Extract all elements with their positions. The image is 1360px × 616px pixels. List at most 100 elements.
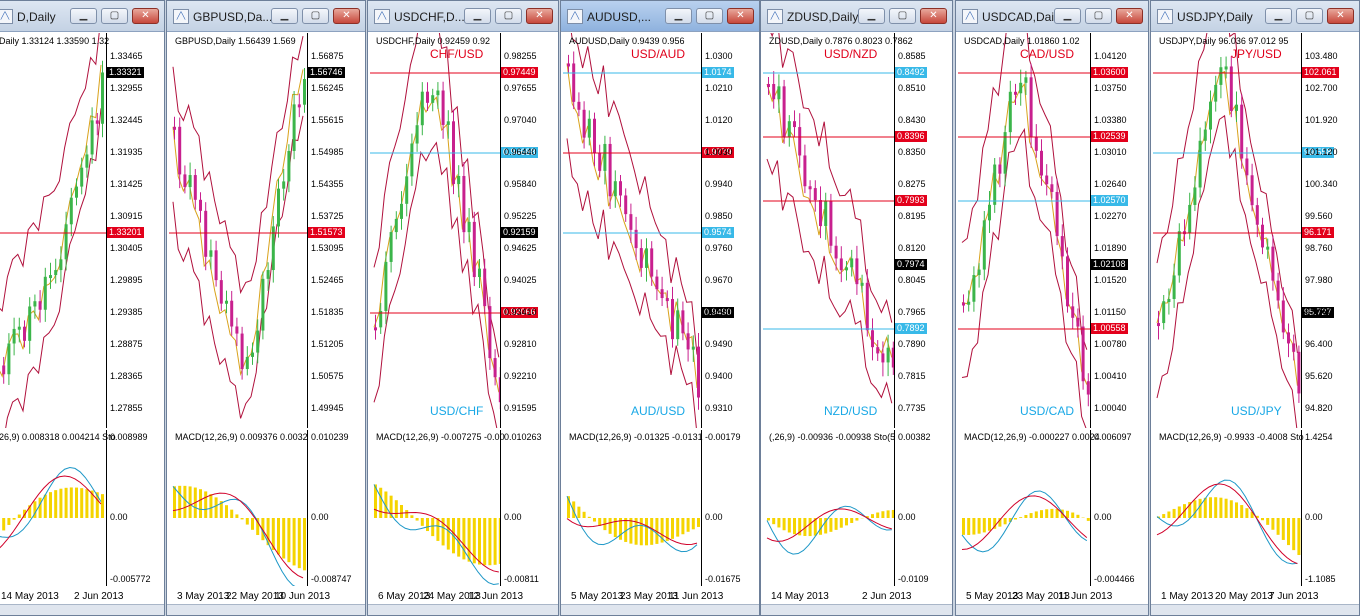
macd-plot-area[interactable] (958, 430, 1091, 586)
price-plot-area[interactable] (169, 33, 308, 428)
chart-info-line: Daily 1.33124 1.33590 1.32 (0, 36, 110, 46)
candle-body (214, 250, 218, 281)
candle-body (1008, 91, 1012, 133)
macd-panel[interactable]: MACD(12,26,9) 0.009376 0.0032 0.010239 0.0… (169, 430, 363, 586)
minimize-button[interactable]: ▁ (665, 8, 692, 24)
macd-histogram-bar (266, 518, 270, 546)
macd-panel[interactable]: MACD(12,26,9) -0.9933 -0.4008 Sto 1.4254 0… (1153, 430, 1357, 586)
price-axis-tick: 1.03010 (1094, 147, 1127, 157)
minimize-button[interactable]: ▁ (1054, 8, 1081, 24)
price-chart-panel[interactable]: 0.97449 0.94688 0.92159 0.92066 USDCHF,Daily… (370, 33, 556, 428)
chart-window[interactable]: ╱╲ D,Daily ▁ ▢ ✕ 1.33321 1.33201 Daily 1.33124 … (0, 0, 165, 616)
maximize-button[interactable]: ▢ (889, 8, 916, 24)
price-axis-tick: 94.820 (1305, 403, 1333, 413)
macd-histogram-bar (1086, 518, 1090, 521)
price-level-label: 0.7892 (895, 323, 927, 334)
price-level-label: 1.51573 (308, 227, 345, 238)
close-button[interactable]: ✕ (1327, 8, 1354, 24)
window-titlebar[interactable]: ╱╲ D,Daily ▁ ▢ ✕ (0, 1, 164, 32)
macd-histogram-bar (12, 518, 16, 520)
minimize-button[interactable]: ▁ (271, 8, 298, 24)
price-plot-area[interactable] (563, 33, 702, 428)
window-titlebar[interactable]: ╱╲ ZDUSD,Daily ▁ ▢ ✕ (761, 1, 952, 32)
candle-body (1055, 191, 1059, 237)
macd-panel[interactable]: 26,9) 0.008318 0.004214 Sto 0.008989 0.00 -… (0, 430, 162, 586)
window-titlebar[interactable]: ╱╲ USDCHF,D... ▁ ▢ ✕ (368, 1, 558, 32)
macd-svg (766, 505, 894, 555)
chart-window[interactable]: ╱╲ USDCHF,D... ▁ ▢ ✕ 0.97449 0.94688 0.92159 0.9… (367, 0, 559, 616)
macd-histogram-bar (660, 518, 664, 543)
close-button[interactable]: ✕ (727, 8, 754, 24)
maximize-button[interactable]: ▢ (1296, 8, 1323, 24)
minimize-button[interactable]: ▁ (464, 8, 491, 24)
price-axis-tick: 1.03750 (1094, 83, 1127, 93)
window-titlebar[interactable]: ╱╲ AUDUSD,... ▁ ▢ ✕ (561, 1, 759, 32)
maximize-button[interactable]: ▢ (101, 8, 128, 24)
maximize-button[interactable]: ▢ (1085, 8, 1112, 24)
price-axis-tick: 1.01890 (1094, 243, 1127, 253)
chart-window[interactable]: ╱╲ AUDUSD,... ▁ ▢ ✕ 1.0174 0.9779 0.9574 0.9490 A… (560, 0, 760, 616)
close-button[interactable]: ✕ (920, 8, 947, 24)
maximize-button[interactable]: ▢ (696, 8, 723, 24)
candle-body (871, 330, 874, 348)
price-chart-panel[interactable]: 1.56746 1.51573 GBPUSD,Daily 1.56439 1.569… (169, 33, 363, 428)
price-plot-area[interactable] (1153, 33, 1302, 428)
macd-signal-line (566, 518, 698, 546)
price-plot-area[interactable] (958, 33, 1091, 428)
price-chart-panel[interactable]: 0.8492 0.8396 0.7993 0.7974 0.7892 ZDUSD,Dail… (763, 33, 950, 428)
macd-signal-line (766, 508, 892, 542)
price-plot-area[interactable] (763, 33, 895, 428)
macd-panel[interactable]: MACD(12,26,9) -0.007275 -0.00 0.010263 0.0… (370, 430, 556, 586)
macd-plot-area[interactable] (763, 430, 895, 586)
close-button[interactable]: ✕ (132, 8, 159, 24)
price-axis-tick: 1.56245 (311, 83, 344, 93)
macd-plot-area[interactable] (0, 430, 107, 586)
macd-histogram-bar (1050, 508, 1054, 518)
candle-body (245, 356, 249, 370)
chart-window[interactable]: ╱╲ USDCAD,Daily ▁ ▢ ✕ 1.03600 1.02539 1.02570 1.… (955, 0, 1149, 616)
price-chart-panel[interactable]: 1.0174 0.9779 0.9574 0.9490 AUDUSD,Daily 0.9… (563, 33, 757, 428)
chart-window[interactable]: ╱╲ GBPUSD,Da... ▁ ▢ ✕ 1.56746 1.51573 GBPUSD,Da… (166, 0, 366, 616)
candle-body (613, 181, 617, 197)
macd-panel[interactable]: MACD(12,26,9) -0.000227 0.0024 0.006097 0.… (958, 430, 1146, 586)
price-plot-area[interactable] (0, 33, 107, 428)
maximize-button[interactable]: ▢ (495, 8, 522, 24)
close-button[interactable]: ✕ (333, 8, 360, 24)
minimize-button[interactable]: ▁ (858, 8, 885, 24)
candle-body (1086, 381, 1090, 395)
macd-plot-area[interactable] (169, 430, 308, 586)
pair-label: AUD/USD (631, 404, 686, 418)
chart-window[interactable]: ╱╲ ZDUSD,Daily ▁ ▢ ✕ 0.8492 0.8396 0.7993 0.7974… (760, 0, 953, 616)
window-titlebar[interactable]: ╱╲ USDJPY,Daily ▁ ▢ ✕ (1151, 1, 1359, 32)
macd-histogram-bar (1297, 518, 1301, 556)
macd-panel[interactable]: (,26,9) -0.00936 -0.00938 Sto(5 0.00382 0.… (763, 430, 950, 586)
macd-histogram-bar (178, 485, 182, 518)
price-plot-area[interactable] (370, 33, 501, 428)
close-button[interactable]: ✕ (526, 8, 553, 24)
macd-axis-tick: -0.01675 (705, 574, 741, 584)
chart-window[interactable]: ╱╲ USDJPY,Daily ▁ ▢ ✕ 102.061 99.558 96.171 95.7… (1150, 0, 1360, 616)
window-titlebar[interactable]: ╱╲ GBPUSD,Da... ▁ ▢ ✕ (167, 1, 365, 32)
price-axis-tick: 1.03380 (1094, 115, 1127, 125)
price-axis-tick: 1.01520 (1094, 275, 1127, 285)
price-chart-panel[interactable]: 102.061 99.558 96.171 95.727 USDJPY,Daily 96… (1153, 33, 1357, 428)
candle-body (1276, 280, 1280, 301)
macd-plot-area[interactable] (563, 430, 702, 586)
minimize-button[interactable]: ▁ (1265, 8, 1292, 24)
maximize-button[interactable]: ▢ (302, 8, 329, 24)
price-chart-panel[interactable]: 1.03600 1.02539 1.02570 1.02108 1.00558 USDCA… (958, 33, 1146, 428)
price-chart-panel[interactable]: 1.33321 1.33201 Daily 1.33124 1.33590 1.32… (0, 33, 162, 428)
price-level-label: 0.7974 (895, 259, 927, 270)
macd-main-line (1156, 479, 1298, 565)
window-titlebar[interactable]: ╱╲ USDCAD,Daily ▁ ▢ ✕ (956, 1, 1148, 32)
macd-panel[interactable]: MACD(12,26,9) -0.01325 -0.0131 -0.00179 0.… (563, 430, 757, 586)
candle-body (962, 302, 965, 306)
macd-histogram-bar (17, 514, 21, 518)
minimize-button[interactable]: ▁ (70, 8, 97, 24)
macd-plot-area[interactable] (370, 430, 501, 586)
window-bottom-border (0, 604, 164, 615)
price-axis-tick: 1.31425 (110, 179, 143, 189)
macd-plot-area[interactable] (1153, 430, 1302, 586)
upper-band (770, 33, 893, 323)
close-button[interactable]: ✕ (1116, 8, 1143, 24)
